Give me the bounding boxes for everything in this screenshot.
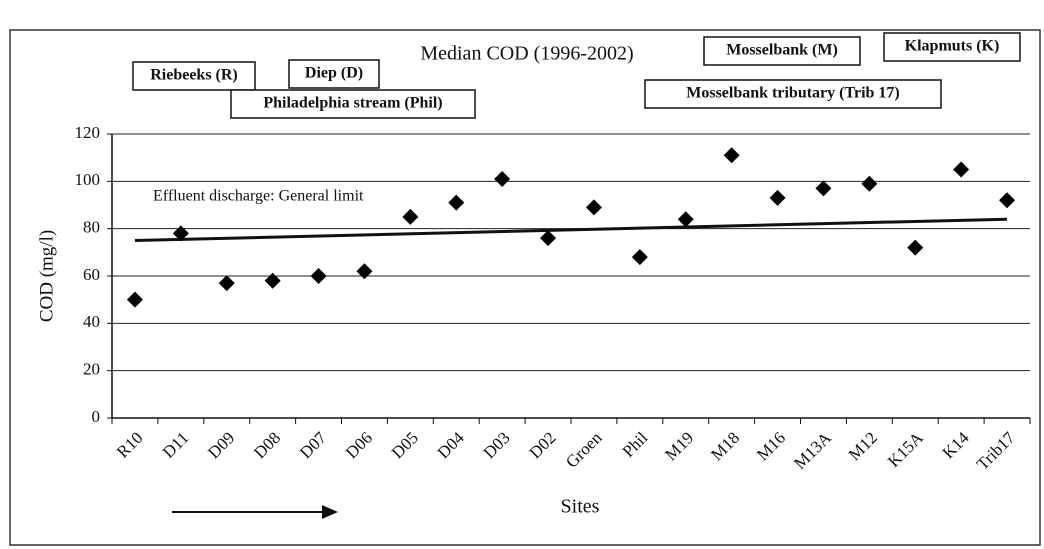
x-tick-label: K15A xyxy=(884,428,927,471)
annotation-text: Philadelphia stream (Phil) xyxy=(263,95,442,112)
marker xyxy=(218,275,235,292)
y-tick-label: 80 xyxy=(83,218,100,237)
x-tick-label: D11 xyxy=(159,428,193,462)
annotation-box xyxy=(288,59,380,89)
marker xyxy=(999,192,1016,209)
x-tick-label: D03 xyxy=(480,428,514,462)
reference-line xyxy=(134,217,1008,242)
y-tick-label: 60 xyxy=(83,265,100,284)
marker xyxy=(631,249,648,266)
marker xyxy=(540,230,557,247)
x-tick-label: D09 xyxy=(204,428,238,462)
x-tick-label: M13A xyxy=(790,428,835,473)
marker xyxy=(723,147,740,164)
x-tick-label: Phil xyxy=(619,428,652,461)
marker xyxy=(585,199,602,216)
x-tick-label: D02 xyxy=(526,428,560,462)
chart-title: Median COD (1996-2002) xyxy=(420,43,633,65)
marker xyxy=(310,268,327,284)
annotation-text: Diep (D) xyxy=(305,65,363,82)
y-axis-label: COD (mg/l) xyxy=(36,230,57,322)
marker xyxy=(677,211,694,228)
y-tick-label: 100 xyxy=(75,170,101,189)
x-tick-label: M12 xyxy=(845,428,881,464)
annotation-text: Klapmuts (K) xyxy=(905,38,1000,55)
x-tick-label: D08 xyxy=(250,428,284,462)
marker xyxy=(172,225,189,242)
marker xyxy=(815,180,832,197)
y-tick-label: 20 xyxy=(83,360,100,379)
annotation-text: Mosselbank tributary (Trib 17) xyxy=(686,85,899,102)
x-tick-label: M18 xyxy=(707,428,743,464)
x-tick-label: R10 xyxy=(113,428,146,461)
y-tick-label: 0 xyxy=(92,407,101,426)
y-tick-label: 120 xyxy=(75,123,101,142)
x-tick-label: M19 xyxy=(661,428,697,464)
x-tick-label: K14 xyxy=(939,428,973,462)
y-tick-label: 40 xyxy=(83,312,100,331)
x-tick-label: M16 xyxy=(753,428,789,464)
annotation-box xyxy=(132,61,256,91)
annotation-text: Mosselbank (M) xyxy=(726,42,838,59)
marker xyxy=(861,175,878,192)
marker xyxy=(402,208,419,225)
marker xyxy=(126,291,143,308)
x-tick-label: Groen xyxy=(562,428,606,472)
x-tick-label: D05 xyxy=(388,428,422,462)
x-tick-label: Trib17 xyxy=(973,428,1019,474)
annotation-text: Riebeeks (R) xyxy=(150,67,238,84)
x-tick-label: D07 xyxy=(296,428,330,462)
annotation-box xyxy=(644,79,942,109)
marker xyxy=(953,161,970,178)
marker xyxy=(356,263,373,280)
reference-label: Effluent discharge: General limit xyxy=(153,188,364,205)
annotation-box xyxy=(230,89,476,119)
x-axis-label: Sites xyxy=(561,496,600,518)
x-tick-label: D04 xyxy=(434,428,468,462)
marker xyxy=(769,189,786,206)
marker xyxy=(907,239,924,256)
x-tick-label: D06 xyxy=(342,428,376,462)
marker xyxy=(494,170,511,187)
chart-frame xyxy=(9,29,1041,546)
annotation-box xyxy=(703,36,861,66)
annotation-box xyxy=(883,32,1021,62)
marker xyxy=(264,272,281,289)
arrow-head xyxy=(322,505,338,519)
marker xyxy=(448,194,465,211)
